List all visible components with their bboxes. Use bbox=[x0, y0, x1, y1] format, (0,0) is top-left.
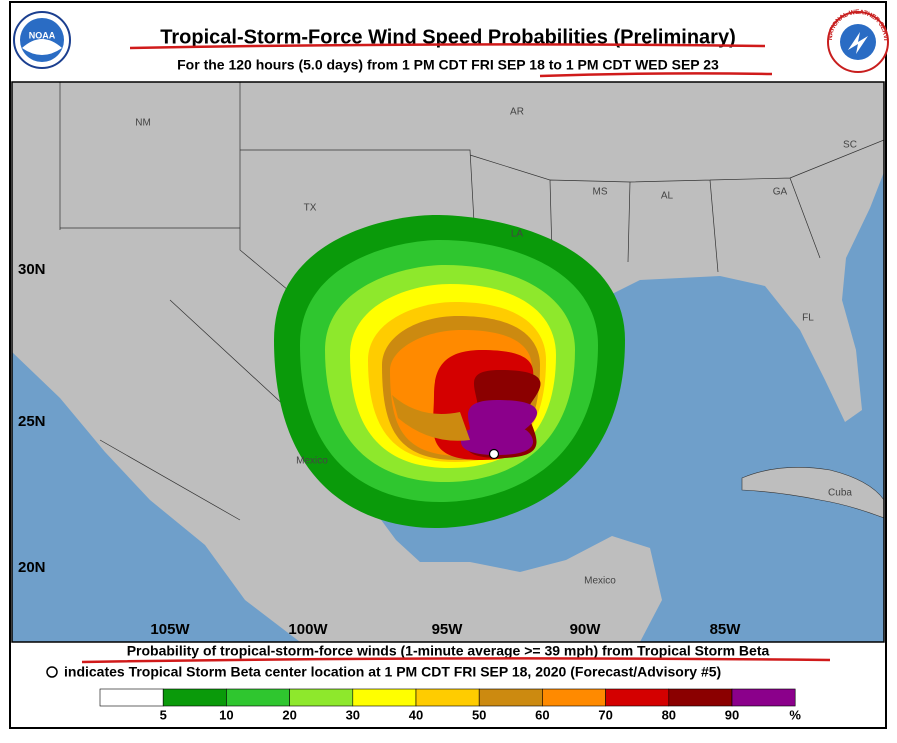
place-label: GA bbox=[773, 187, 788, 198]
probability-band bbox=[460, 400, 538, 455]
lon-label: 105W bbox=[150, 621, 190, 638]
legend-label: 90 bbox=[725, 707, 739, 722]
note: indicates Tropical Storm Beta center loc… bbox=[64, 664, 721, 680]
underline bbox=[539, 72, 773, 78]
caption: Probability of tropical-storm-force wind… bbox=[127, 643, 770, 659]
legend-label: 80 bbox=[662, 707, 676, 722]
legend-swatch bbox=[352, 688, 417, 707]
subtitle: For the 120 hours (5.0 days) from 1 PM C… bbox=[177, 57, 719, 73]
place-label: AL bbox=[661, 191, 674, 202]
place-label: Cuba bbox=[828, 488, 852, 499]
noaa-logo: NOAA bbox=[13, 11, 71, 69]
logo-text: NOAA bbox=[29, 30, 56, 40]
map: NM AR SC TX LA MS AL GA FL Mexico Cuba Mexico 30N 25N… bbox=[11, 81, 885, 643]
probability-band bbox=[392, 395, 470, 441]
legend-label: 70 bbox=[598, 707, 612, 722]
legend-label: 40 bbox=[409, 707, 423, 722]
lat-label: 25N bbox=[18, 413, 46, 430]
place-label: TX bbox=[304, 203, 317, 214]
legend-unit: % bbox=[789, 707, 801, 722]
legend: 5 10 20 30 40 50 60 70 80 90% bbox=[99, 688, 801, 722]
underline bbox=[81, 657, 831, 664]
gulf-water bbox=[370, 172, 884, 642]
place-label: Mexico bbox=[584, 576, 616, 587]
lon-label: 95W bbox=[432, 621, 464, 638]
legend-swatch bbox=[289, 688, 354, 707]
storm-center bbox=[488, 448, 500, 460]
legend-swatch bbox=[415, 688, 480, 707]
legend-label: 10 bbox=[219, 707, 233, 722]
legend-label: 50 bbox=[472, 707, 486, 722]
legend-swatch bbox=[99, 688, 164, 707]
lon-label: 85W bbox=[710, 621, 742, 638]
legend-swatch bbox=[542, 688, 606, 707]
lat-label: 20N bbox=[18, 559, 46, 576]
legend-swatch bbox=[605, 688, 670, 707]
legend-label: 20 bbox=[282, 707, 296, 722]
lat-label: 30N bbox=[18, 261, 46, 278]
cuba bbox=[741, 467, 884, 519]
place-label: SC bbox=[843, 140, 857, 151]
pacific-water bbox=[12, 352, 300, 642]
legend-swatch bbox=[226, 688, 290, 707]
legend-swatch bbox=[162, 688, 227, 707]
map-frame bbox=[11, 81, 885, 643]
place-label: AR bbox=[510, 107, 524, 118]
place-label: MS bbox=[593, 187, 608, 198]
place-label: FL bbox=[802, 313, 814, 324]
legend-swatch bbox=[668, 688, 733, 707]
underline bbox=[129, 43, 766, 50]
legend-label: 30 bbox=[346, 707, 360, 722]
lon-label: 90W bbox=[570, 621, 602, 638]
title: Tropical-Storm-Force Wind Speed Probabil… bbox=[160, 26, 736, 48]
center-symbol bbox=[46, 666, 58, 678]
lon-label: 100W bbox=[288, 621, 328, 638]
legend-label: 60 bbox=[535, 707, 549, 722]
place-label: LA bbox=[511, 229, 524, 240]
legend-swatch bbox=[731, 688, 796, 707]
place-label: NM bbox=[135, 118, 151, 129]
wind-probability-contours bbox=[274, 215, 625, 528]
legend-swatch bbox=[478, 688, 543, 707]
legend-label: 5 bbox=[160, 707, 167, 722]
place-label: Mexico bbox=[296, 456, 328, 467]
